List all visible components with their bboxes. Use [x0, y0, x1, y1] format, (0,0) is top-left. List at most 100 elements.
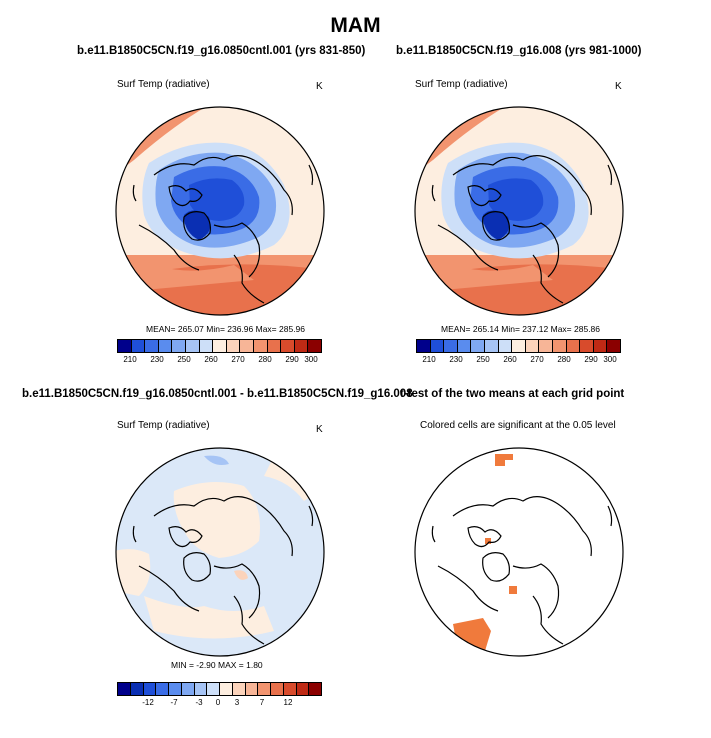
colorbar-box: [199, 340, 214, 352]
colorbar-box: [417, 340, 431, 352]
panel-3-polar-map: [115, 447, 325, 657]
panel-1-warm-southwest: [134, 255, 254, 290]
colorbar-tick-label: -7: [170, 698, 178, 707]
colorbar-box: [607, 340, 620, 352]
panel-1-coldest-core: [189, 178, 245, 221]
colorbar-box: [207, 683, 220, 695]
colorbar-box: [169, 683, 182, 695]
colorbar-box: [566, 340, 581, 352]
panel-1-units-label: K: [316, 81, 323, 92]
panel-3-colorbar-labels: -12 -7 -3 0 3 7 12: [117, 698, 320, 710]
panel-3-warm-spot: [234, 570, 248, 580]
colorbar-tick-label: 12: [283, 698, 293, 707]
panel-4-significant-cell-mid: [509, 586, 517, 594]
colorbar-box: [512, 340, 526, 352]
panel-3-cool-patch: [204, 455, 229, 465]
colorbar-tick-label: 230: [449, 355, 463, 364]
panel-2-warm-southwest: [433, 255, 553, 290]
colorbar-box: [131, 340, 146, 352]
panel-4-variable-label: Colored cells are significant at the 0.0…: [420, 420, 616, 431]
colorbar-tick-label: 250: [476, 355, 490, 364]
colorbar-box: [143, 683, 157, 695]
colorbar-box: [283, 683, 297, 695]
colorbar-box: [130, 683, 144, 695]
colorbar-box: [240, 340, 254, 352]
panel-1-map-border: [115, 106, 325, 316]
panel-4-significant-cells-north: [495, 454, 513, 466]
colorbar-box: [484, 340, 499, 352]
panel-2-colorbar: [416, 339, 621, 353]
colorbar-box: [539, 340, 553, 352]
colorbar-tick-label: 260: [503, 355, 517, 364]
panel-2-colorbar-labels: 210 230 250 260 270 280 290 300: [416, 355, 619, 367]
colorbar-box: [172, 340, 186, 352]
colorbar-tick-label: 0: [215, 698, 221, 707]
colorbar-box: [118, 683, 131, 695]
panel-3-warm-patch-south: [144, 596, 274, 639]
colorbar-box: [525, 340, 540, 352]
colorbar-box: [185, 340, 200, 352]
figure-title: MAM: [330, 14, 381, 37]
panel-3-units-label: K: [316, 424, 323, 435]
panel-4-title: t-test of the two means at each grid poi…: [400, 388, 625, 400]
colorbar-box: [220, 683, 233, 695]
colorbar-tick-label: 270: [231, 355, 245, 364]
colorbar-tick-label: 290: [584, 355, 598, 364]
colorbar-box: [471, 340, 485, 352]
panel-2-units-label: K: [615, 81, 622, 92]
colorbar-box: [118, 340, 132, 352]
panel-3-colorbar: [117, 682, 322, 696]
colorbar-tick-label: -12: [142, 698, 154, 707]
colorbar-tick-label: 280: [258, 355, 272, 364]
panel-1-colorbar-labels: 210 230 250 260 270 280 290 300: [117, 355, 320, 367]
panel-1-colorbar: [117, 339, 322, 353]
panel-2-map-border: [414, 106, 624, 316]
colorbar-tick-label: 7: [259, 698, 265, 707]
colorbar-tick-label: -3: [195, 698, 203, 707]
colorbar-box: [253, 340, 268, 352]
colorbar-box: [294, 340, 309, 352]
colorbar-box: [309, 683, 321, 695]
colorbar-tick-label: 230: [150, 355, 164, 364]
panel-2-variable-label: Surf Temp (radiative): [415, 79, 508, 90]
colorbar-tick-label: 300: [603, 355, 617, 364]
colorbar-box: [213, 340, 227, 352]
colorbar-tick-label: 290: [285, 355, 299, 364]
colorbar-box: [308, 340, 321, 352]
panel-4-significant-cell-center: [485, 538, 491, 544]
panel-1-polar-map: [115, 106, 325, 316]
colorbar-box: [580, 340, 594, 352]
colorbar-box: [271, 683, 284, 695]
colorbar-box: [296, 683, 310, 695]
panel-2-title: b.e11.B1850C5CN.f19_g16.008 (yrs 981-100…: [396, 45, 642, 57]
panel-2-coldest-core: [488, 178, 544, 221]
colorbar-box: [145, 340, 159, 352]
colorbar-box: [245, 683, 259, 695]
panel-4-background-field: [415, 448, 623, 656]
colorbar-box: [181, 683, 195, 695]
colorbar-tick-label: 270: [530, 355, 544, 364]
colorbar-box: [430, 340, 445, 352]
panel-4-polar-map: [414, 447, 624, 657]
panel-3-stats: MIN = -2.90 MAX = 1.80: [171, 660, 263, 670]
colorbar-tick-label: 3: [234, 698, 240, 707]
colorbar-box: [457, 340, 472, 352]
colorbar-tick-label: 210: [422, 355, 436, 364]
panel-3-variable-label: Surf Temp (radiative): [117, 420, 210, 431]
panel-4-map-border: [414, 447, 624, 657]
panel-2-polar-map: [414, 106, 624, 316]
colorbar-tick-label: 250: [177, 355, 191, 364]
colorbar-box: [267, 340, 282, 352]
colorbar-box: [498, 340, 513, 352]
colorbar-box: [552, 340, 567, 352]
colorbar-tick-label: 210: [123, 355, 137, 364]
colorbar-box: [258, 683, 271, 695]
colorbar-box: [194, 683, 208, 695]
panel-3-warm-patch-west: [116, 549, 151, 596]
panel-2-stats: MEAN= 265.14 Min= 237.12 Max= 285.86: [441, 324, 601, 334]
colorbar-box: [156, 683, 169, 695]
colorbar-box: [232, 683, 246, 695]
colorbar-box: [158, 340, 173, 352]
panel-2-coastlines: [431, 155, 613, 304]
panel-3-map-border: [115, 447, 325, 657]
